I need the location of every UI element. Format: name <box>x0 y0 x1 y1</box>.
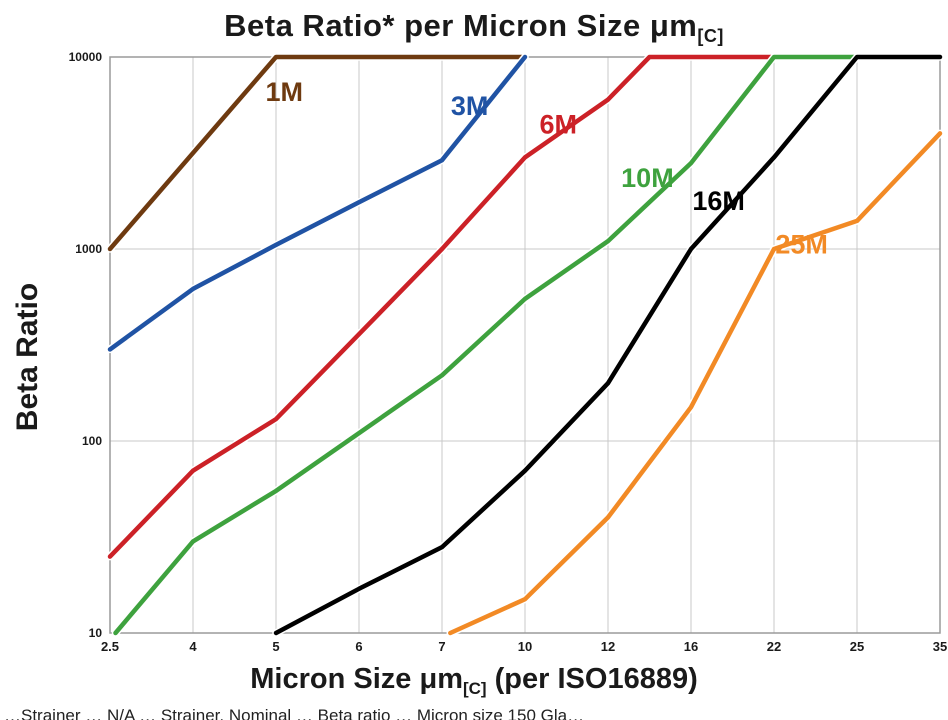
series-line-casing-10M <box>111 53 861 637</box>
series-line-1M <box>107 54 528 252</box>
x-axis-title-post: (per ISO16889) <box>486 663 698 695</box>
y-tick-label: 10 <box>89 626 103 640</box>
y-tick-label: 100 <box>82 434 102 448</box>
series-line-25M <box>448 131 943 636</box>
series-line-10M <box>113 54 860 636</box>
series-line-3M <box>107 54 528 352</box>
y-tick-label: 1000 <box>75 242 102 256</box>
chart-title: Beta Ratio* per Micron Size μm[C] <box>0 8 948 47</box>
y-tick-label: 10000 <box>69 50 103 64</box>
x-tick-label: 4 <box>189 639 197 654</box>
x-tick-label: 35 <box>933 639 947 654</box>
footnote-text-clipped: …Strainer … N/A … Strainer, Nominal … Be… <box>4 706 585 720</box>
x-axis-title: Micron Size μm[C] (per ISO16889) <box>0 663 948 699</box>
x-tick-label: 25 <box>850 639 864 654</box>
series-label-3M: 3M <box>451 91 489 121</box>
x-tick-label: 10 <box>518 639 532 654</box>
chart-title-subscript: [C] <box>697 26 724 46</box>
x-tick-label: 7 <box>438 639 445 654</box>
x-tick-label: 22 <box>767 639 781 654</box>
x-tick-label: 12 <box>601 639 615 654</box>
series-label-10M: 10M <box>621 163 674 193</box>
series-line-6M <box>107 54 777 559</box>
x-tick-label: 2.5 <box>101 639 119 654</box>
chart-title-main: Beta Ratio* per Micron Size μm <box>224 8 698 43</box>
series-label-6M: 6M <box>539 109 577 139</box>
x-tick-label: 5 <box>272 639 279 654</box>
x-tick-label: 6 <box>355 639 362 654</box>
x-axis-title-subscript: [C] <box>462 679 487 698</box>
series-label-16M: 16M <box>692 186 745 216</box>
series-label-25M: 25M <box>775 229 828 259</box>
x-tick-label: 16 <box>684 639 698 654</box>
x-axis-title-pre: Micron Size μm <box>250 663 463 695</box>
series-label-1M: 1M <box>266 77 304 107</box>
series-line-16M <box>273 54 943 636</box>
